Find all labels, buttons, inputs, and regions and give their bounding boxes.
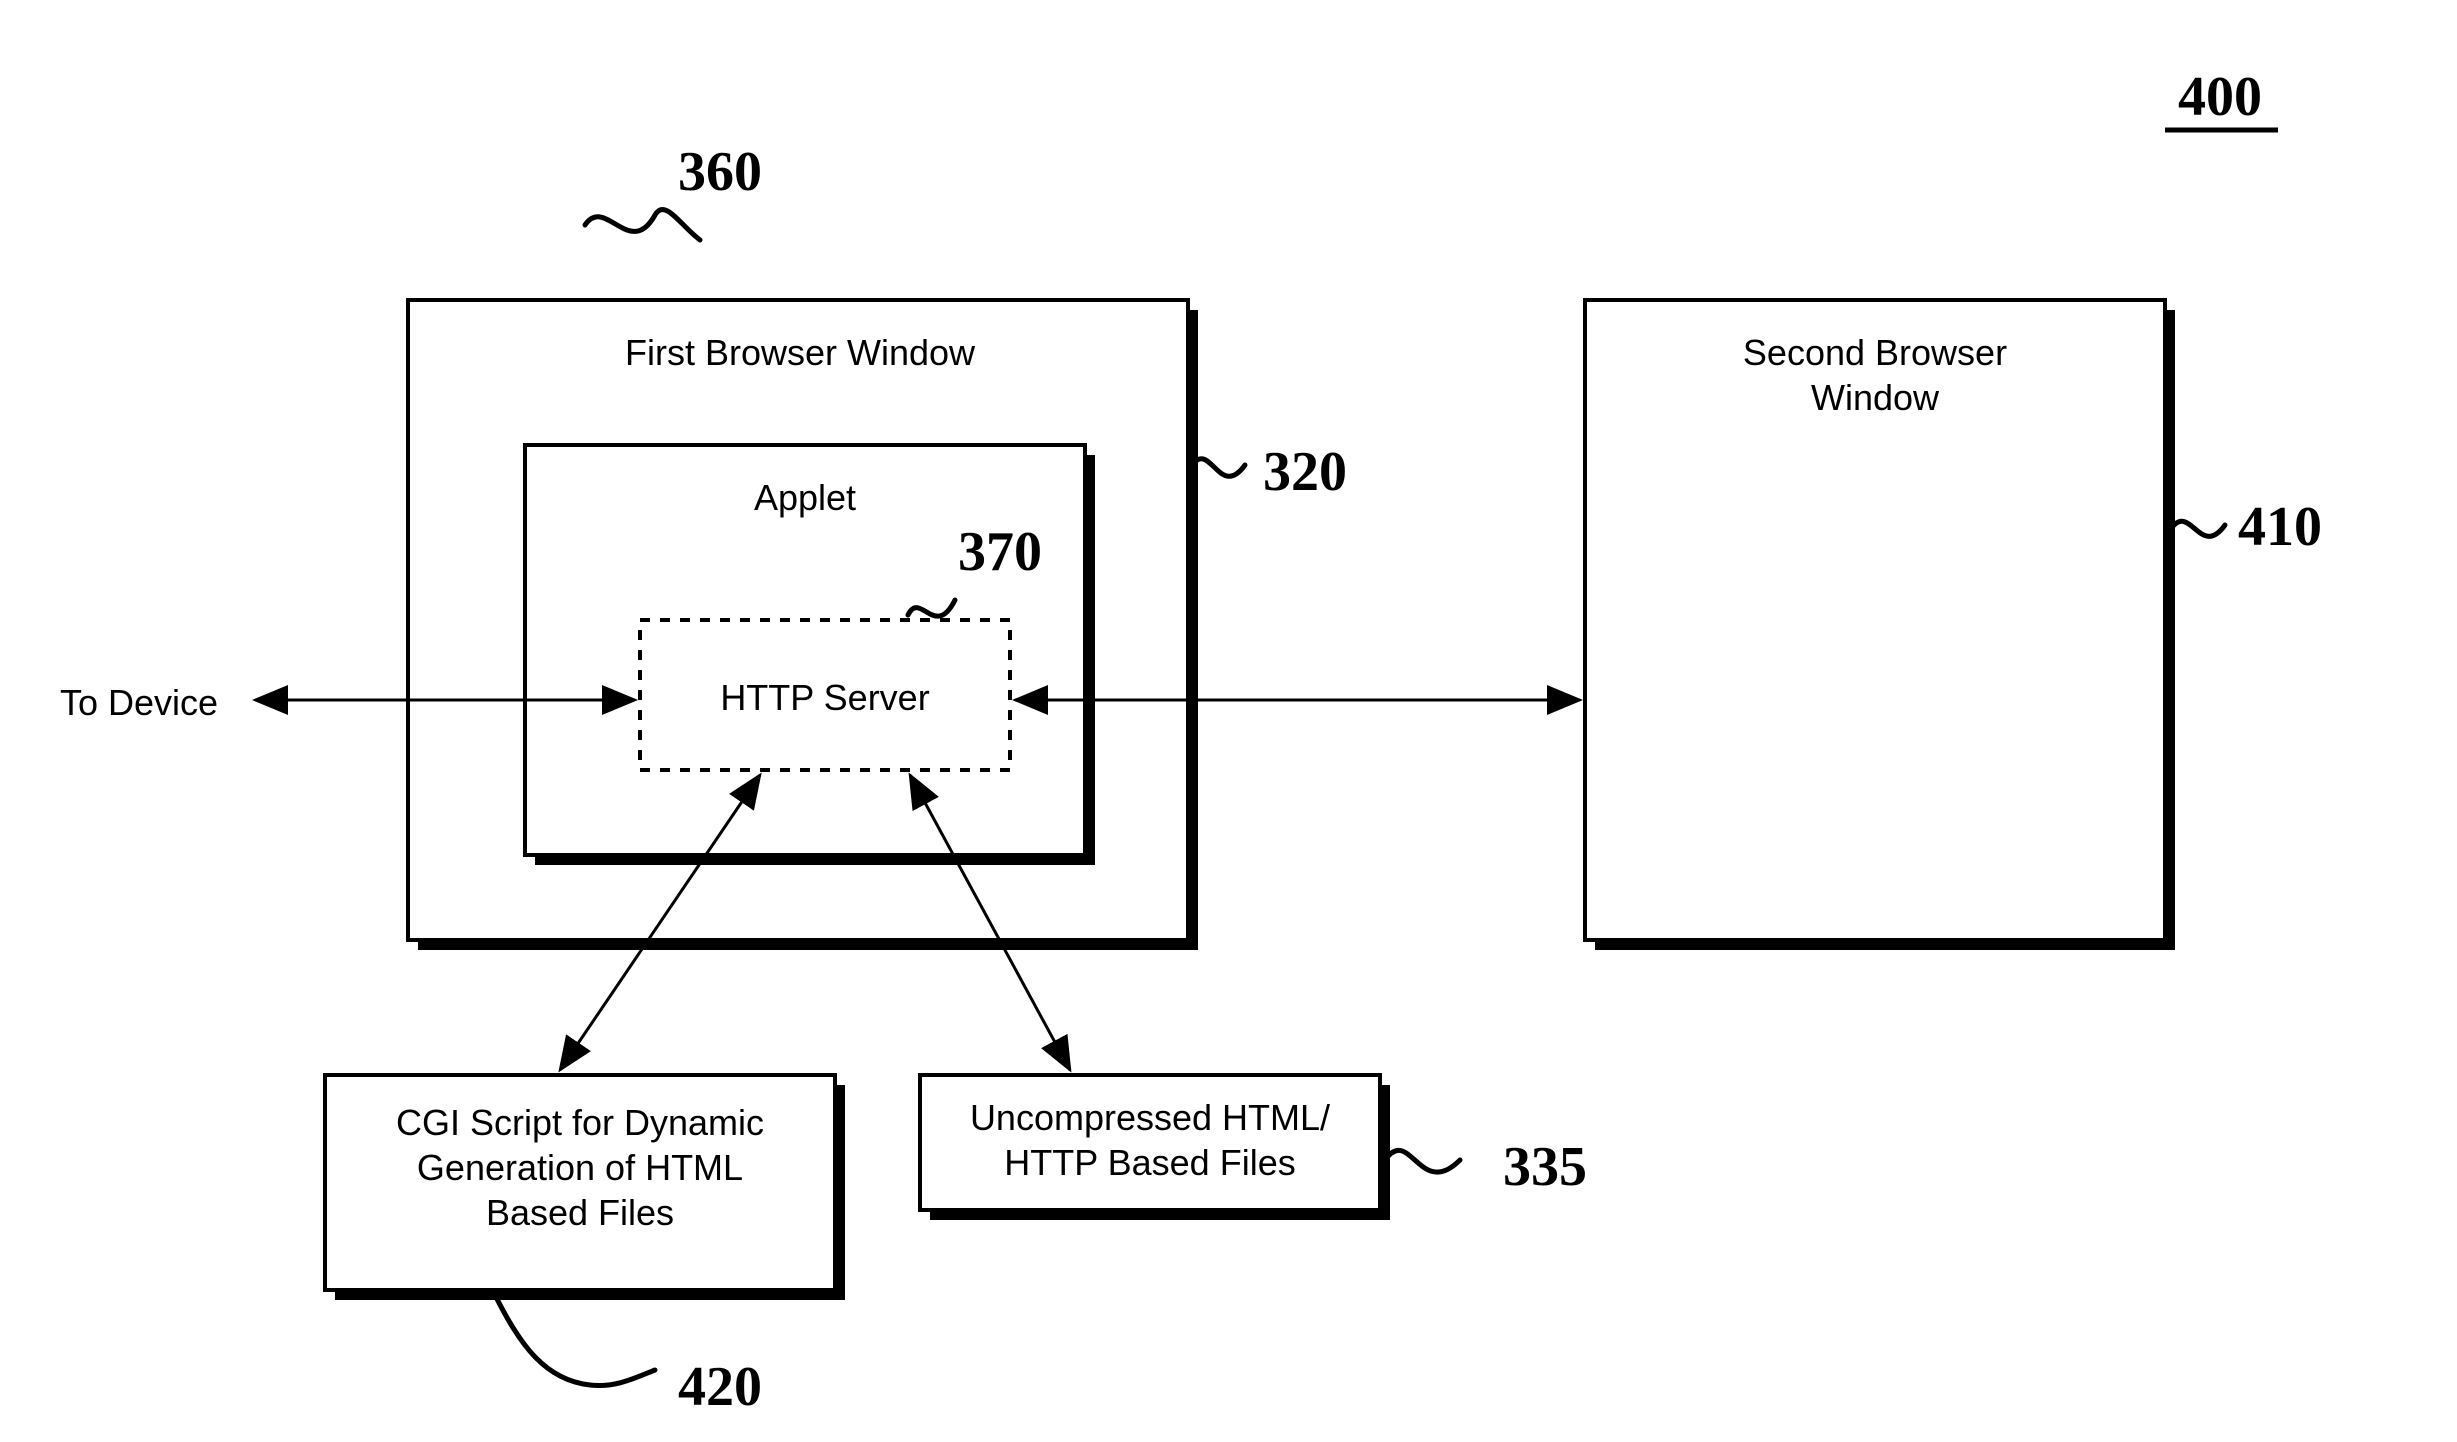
squiggle-420 <box>495 1295 655 1386</box>
squiggle-410 <box>2170 521 2225 536</box>
ref-applet: 320 <box>1263 441 1347 503</box>
ref-http_server: 370 <box>958 521 1042 583</box>
ref-cgi_script: 420 <box>678 1356 762 1418</box>
ref-second_browser: 410 <box>2238 496 2322 558</box>
to-device-label: To Device <box>60 682 218 723</box>
squiggle-335 <box>1385 1150 1460 1172</box>
http_server-label: HTTP Server <box>720 677 929 718</box>
squiggle-320 <box>1192 459 1245 477</box>
ref-uncompressed: 335 <box>1503 1136 1587 1198</box>
squiggle-360 <box>585 210 700 240</box>
first_browser-label: First Browser Window <box>625 332 976 373</box>
applet-label: Applet <box>754 477 856 518</box>
ref-first_browser: 360 <box>678 141 762 203</box>
figure-ref: 400 <box>2178 66 2262 128</box>
